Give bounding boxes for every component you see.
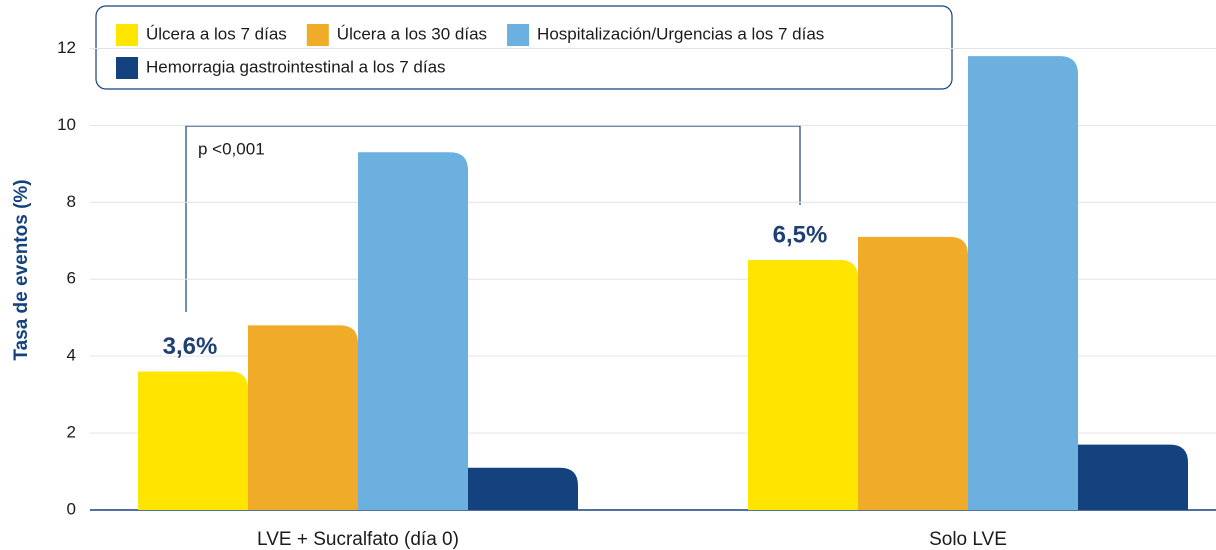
x-tick-label: Solo LVE <box>929 529 1007 550</box>
legend-label: Hospitalización/Urgencias a los 7 días <box>537 24 824 43</box>
x-tick-label: LVE + Sucralfato (día 0) <box>257 529 459 550</box>
legend-swatch <box>306 24 329 46</box>
y-tick-label: 2 <box>67 423 76 442</box>
legend-swatch <box>116 57 138 79</box>
y-axis-label: Tasa de eventos (%) <box>11 179 32 360</box>
annotation: p <0,001 <box>198 139 265 158</box>
legend <box>95 5 953 90</box>
y-tick-label: 6 <box>67 269 76 288</box>
legend-label: Úlcera a los 30 días <box>337 24 487 43</box>
significance-bracket <box>185 125 801 312</box>
y-tick-label: 10 <box>57 115 76 134</box>
legend-label: Hemorragia gastrointestinal a los 7 días <box>146 57 446 76</box>
bar <box>748 260 858 510</box>
bar <box>858 236 968 510</box>
bar <box>358 152 468 511</box>
y-tick-label: 12 <box>57 38 76 57</box>
y-tick-label: 0 <box>67 499 76 518</box>
bar <box>138 371 248 510</box>
y-tick-label: 8 <box>67 192 76 211</box>
y-tick-label: 4 <box>67 346 76 365</box>
legend-swatch <box>507 24 530 46</box>
bar <box>1078 444 1188 510</box>
value-label: 3,6% <box>163 333 218 360</box>
bar <box>968 56 1078 511</box>
bar <box>248 325 358 510</box>
value-label: 6,5% <box>773 221 828 248</box>
bar <box>468 467 578 510</box>
legend-label: Úlcera a los 7 días <box>146 24 287 43</box>
legend-swatch <box>116 24 138 46</box>
